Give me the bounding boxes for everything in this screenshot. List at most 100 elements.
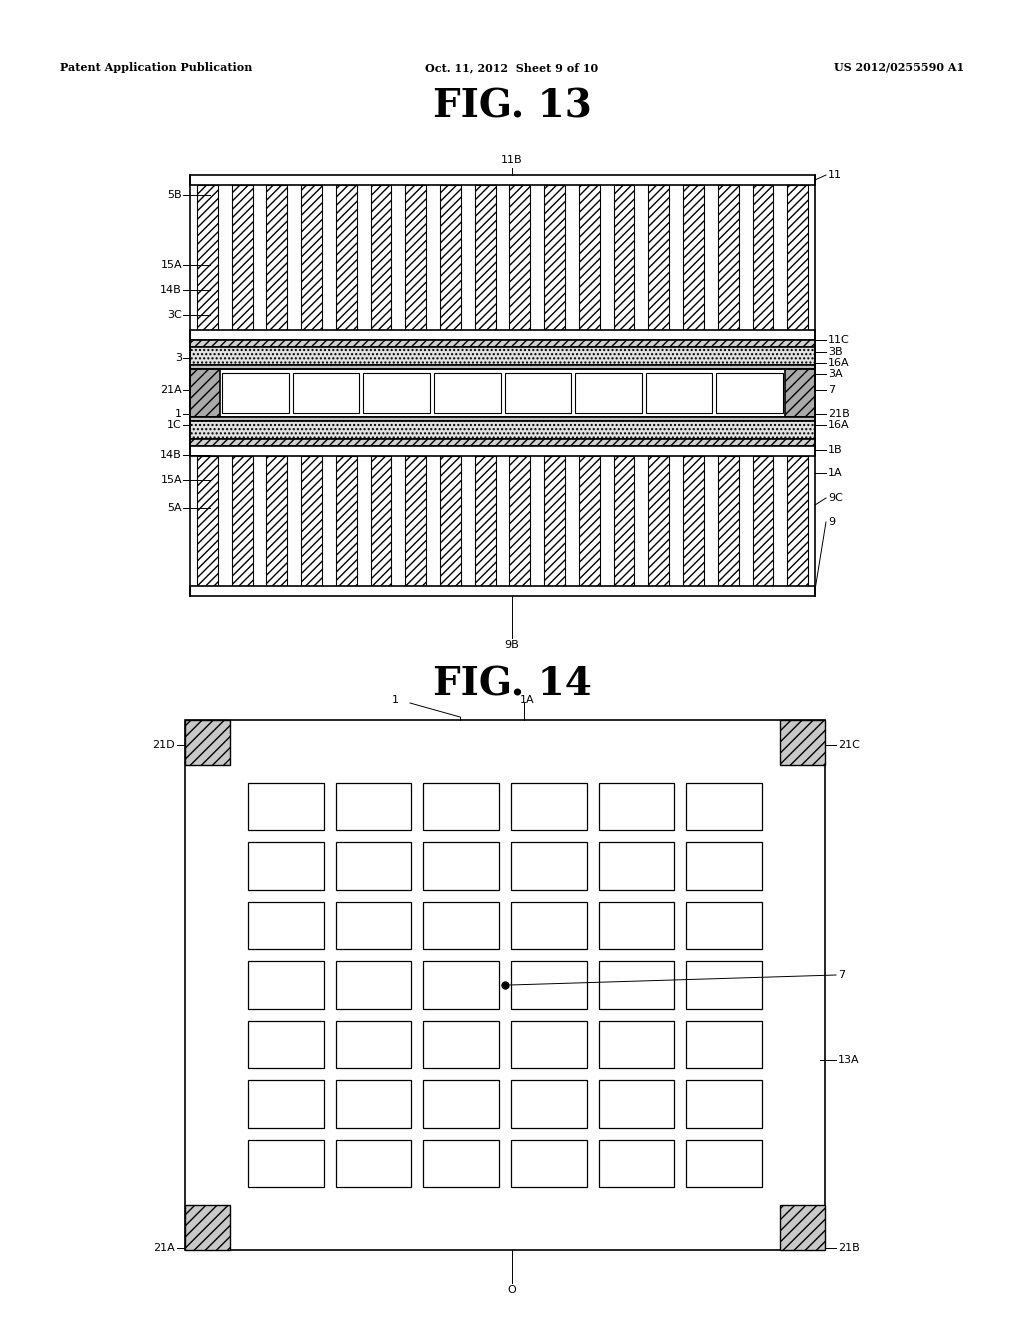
Bar — [190, 176, 815, 185]
Text: Patent Application Publication: Patent Application Publication — [60, 62, 252, 73]
Bar — [248, 1020, 324, 1068]
Text: 5A: 5A — [167, 503, 182, 513]
Bar — [301, 185, 322, 330]
Bar — [190, 421, 815, 440]
Bar — [364, 374, 430, 413]
Bar — [686, 1139, 762, 1187]
Bar — [683, 455, 703, 586]
Bar — [336, 842, 412, 890]
Bar — [780, 719, 825, 766]
Text: US 2012/0255590 A1: US 2012/0255590 A1 — [834, 62, 964, 73]
Bar — [336, 783, 412, 830]
Bar — [185, 719, 230, 766]
Text: 1: 1 — [175, 409, 182, 418]
Bar — [646, 374, 713, 413]
Bar — [753, 185, 773, 330]
Bar — [197, 185, 218, 330]
Text: 14B: 14B — [160, 285, 182, 294]
Text: 11C: 11C — [828, 335, 850, 345]
Text: 1A: 1A — [828, 469, 843, 478]
Text: 21B: 21B — [828, 409, 850, 418]
Bar — [686, 783, 762, 830]
Bar — [511, 842, 587, 890]
Text: 16A: 16A — [828, 420, 850, 430]
Bar — [511, 783, 587, 830]
Bar — [406, 185, 426, 330]
Bar — [248, 902, 324, 949]
Bar — [599, 961, 675, 1008]
Bar — [423, 783, 499, 830]
Bar — [190, 586, 815, 597]
Bar — [293, 374, 359, 413]
Text: 21B: 21B — [838, 1243, 860, 1253]
Bar — [718, 455, 738, 586]
Bar — [423, 842, 499, 890]
Bar — [787, 185, 808, 330]
Bar — [423, 1020, 499, 1068]
Bar — [599, 1020, 675, 1068]
Text: 7: 7 — [838, 970, 845, 979]
Bar — [336, 902, 412, 949]
Bar — [336, 1080, 412, 1127]
Bar — [440, 455, 461, 586]
Bar — [599, 1080, 675, 1127]
Bar — [190, 366, 815, 370]
Bar — [336, 455, 356, 586]
Bar — [544, 455, 565, 586]
Bar — [301, 455, 322, 586]
Text: 3: 3 — [175, 352, 182, 363]
Text: 3C: 3C — [167, 310, 182, 319]
Bar — [423, 961, 499, 1008]
Text: 9: 9 — [828, 517, 836, 527]
Bar — [248, 842, 324, 890]
Bar — [785, 370, 815, 417]
Bar — [510, 455, 530, 586]
Bar — [648, 455, 669, 586]
Bar — [423, 902, 499, 949]
Text: 11: 11 — [828, 170, 842, 180]
Bar — [434, 374, 501, 413]
Bar — [371, 185, 391, 330]
Bar — [222, 374, 289, 413]
Bar — [686, 902, 762, 949]
Bar — [406, 455, 426, 586]
Bar — [248, 783, 324, 830]
Bar — [231, 185, 253, 330]
Bar — [544, 185, 565, 330]
Text: 21A: 21A — [154, 1243, 175, 1253]
Bar — [717, 374, 783, 413]
Bar — [511, 1139, 587, 1187]
Bar — [190, 440, 815, 446]
Bar — [190, 446, 815, 455]
Bar — [248, 1080, 324, 1127]
Bar — [780, 1205, 825, 1250]
Text: 1A: 1A — [520, 696, 535, 705]
Bar — [423, 1080, 499, 1127]
Bar — [787, 455, 808, 586]
Bar — [511, 902, 587, 949]
Bar — [613, 185, 635, 330]
Text: 7: 7 — [828, 385, 836, 395]
Text: 5B: 5B — [167, 190, 182, 201]
Text: 15A: 15A — [161, 260, 182, 271]
Bar — [371, 455, 391, 586]
Bar — [266, 185, 287, 330]
Bar — [718, 185, 738, 330]
Text: 21D: 21D — [153, 741, 175, 750]
Bar — [231, 455, 253, 586]
Bar — [510, 185, 530, 330]
Bar — [686, 961, 762, 1008]
Bar — [511, 961, 587, 1008]
Bar — [686, 842, 762, 890]
Bar — [248, 1139, 324, 1187]
Bar — [511, 1020, 587, 1068]
Text: 1B: 1B — [828, 445, 843, 455]
Text: O: O — [508, 1284, 516, 1295]
Text: 1: 1 — [391, 696, 398, 705]
Bar — [686, 1080, 762, 1127]
Text: 21A: 21A — [160, 385, 182, 395]
Bar — [190, 417, 815, 421]
Bar — [190, 370, 220, 417]
Text: 11B: 11B — [501, 154, 523, 165]
Bar — [686, 1020, 762, 1068]
